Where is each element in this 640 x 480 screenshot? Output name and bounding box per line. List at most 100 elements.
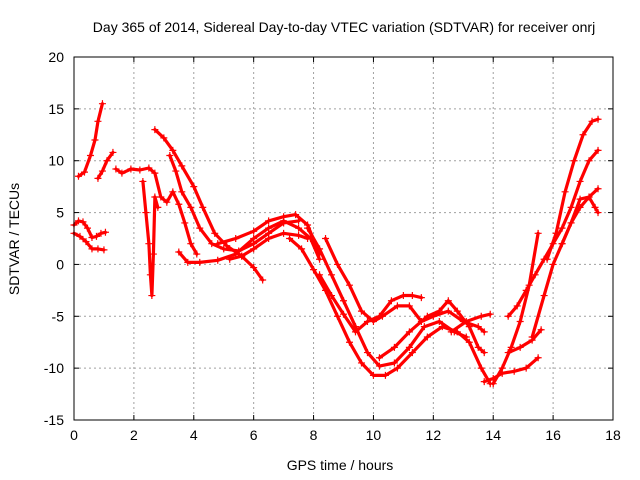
y-tick-label: 5 (56, 205, 64, 221)
y-axis-label: SDTVAR / TECUs (6, 183, 22, 295)
data-point (417, 294, 425, 302)
data-point (576, 177, 584, 185)
data-point (477, 364, 485, 372)
data-point (345, 281, 353, 289)
data-point (447, 328, 455, 336)
data-point (345, 338, 353, 346)
data-point (408, 292, 416, 300)
data-point (543, 255, 551, 263)
series-trace (323, 236, 486, 334)
data-point (540, 292, 548, 300)
data-point (199, 203, 207, 211)
x-tick-label: 8 (310, 427, 318, 443)
data-point (211, 229, 219, 237)
data-point (393, 364, 401, 372)
data-point (76, 232, 84, 240)
series-upper-mid-arc (214, 211, 324, 258)
data-point (375, 362, 383, 370)
data-point (363, 317, 371, 325)
data-point (163, 198, 171, 206)
x-tick-label: 0 (70, 427, 78, 443)
data-point (340, 297, 347, 305)
data-point (148, 292, 156, 300)
data-point (534, 229, 542, 237)
series-falling-arc (151, 126, 267, 284)
data-point (94, 174, 102, 182)
series-trace (216, 213, 322, 256)
x-tick-label: 10 (366, 427, 382, 443)
data-point (79, 218, 87, 226)
data-point (142, 209, 150, 217)
data-point (292, 211, 300, 219)
series-descent-3 (322, 235, 488, 336)
data-point (175, 248, 183, 256)
data-point (585, 193, 593, 201)
data-point (151, 193, 159, 201)
x-tick-label: 18 (605, 427, 621, 443)
data-point (462, 333, 470, 341)
data-point (486, 310, 494, 318)
x-axis: 0 2 4 6 8 10 12 14 16 18 (70, 57, 621, 443)
series-early-arc-2 (94, 148, 117, 182)
y-tick-label: 20 (48, 49, 64, 65)
data-point (570, 157, 578, 165)
data-point (88, 233, 96, 241)
data-point (357, 359, 365, 367)
data-point (322, 235, 330, 242)
y-tick-label: -5 (52, 308, 65, 324)
data-point (74, 172, 82, 180)
data-point (405, 302, 413, 310)
data-point (193, 250, 201, 258)
x-tick-label: 4 (190, 427, 198, 443)
data-point (561, 188, 569, 196)
data-point (465, 338, 473, 346)
data-point (94, 245, 102, 253)
data-point (516, 343, 524, 351)
data-point (480, 328, 488, 336)
series-trace (449, 312, 492, 334)
data-point (393, 302, 401, 310)
data-point (423, 312, 431, 320)
data-point (357, 307, 365, 315)
data-point (522, 364, 530, 372)
data-point (588, 117, 596, 125)
data-point (82, 238, 90, 246)
data-point (295, 231, 303, 239)
data-point (265, 217, 273, 225)
data-point (295, 224, 303, 232)
data-point (151, 169, 159, 177)
chart-title: Day 365 of 2014, Sidereal Day-to-day VTE… (93, 19, 595, 35)
data-point (160, 134, 168, 142)
data-point (88, 245, 96, 253)
data-point (109, 148, 117, 156)
data-point (537, 326, 545, 334)
data-point (112, 165, 120, 173)
data-point (250, 245, 258, 253)
data-point (552, 229, 560, 237)
data-point (136, 166, 144, 174)
data-point (175, 200, 183, 208)
data-point (316, 245, 324, 253)
data-point (316, 271, 324, 279)
data-point (286, 235, 294, 242)
series-midday-arc-1 (112, 164, 201, 258)
x-tick-label: 14 (485, 427, 501, 443)
series-trace (317, 273, 423, 334)
data-point (504, 349, 512, 357)
data-point (97, 229, 105, 237)
data-point (477, 312, 485, 320)
plot-area (70, 100, 602, 388)
data-point (265, 224, 273, 232)
data-point (94, 117, 102, 125)
plot-frame (73, 56, 614, 421)
data-point (101, 228, 109, 236)
data-point (594, 209, 602, 217)
data-point (444, 307, 452, 315)
data-point (375, 312, 383, 320)
data-point (214, 256, 222, 264)
y-tick-label: 0 (56, 256, 64, 272)
data-point (80, 168, 88, 176)
data-point (181, 219, 189, 227)
data-point (187, 240, 195, 248)
